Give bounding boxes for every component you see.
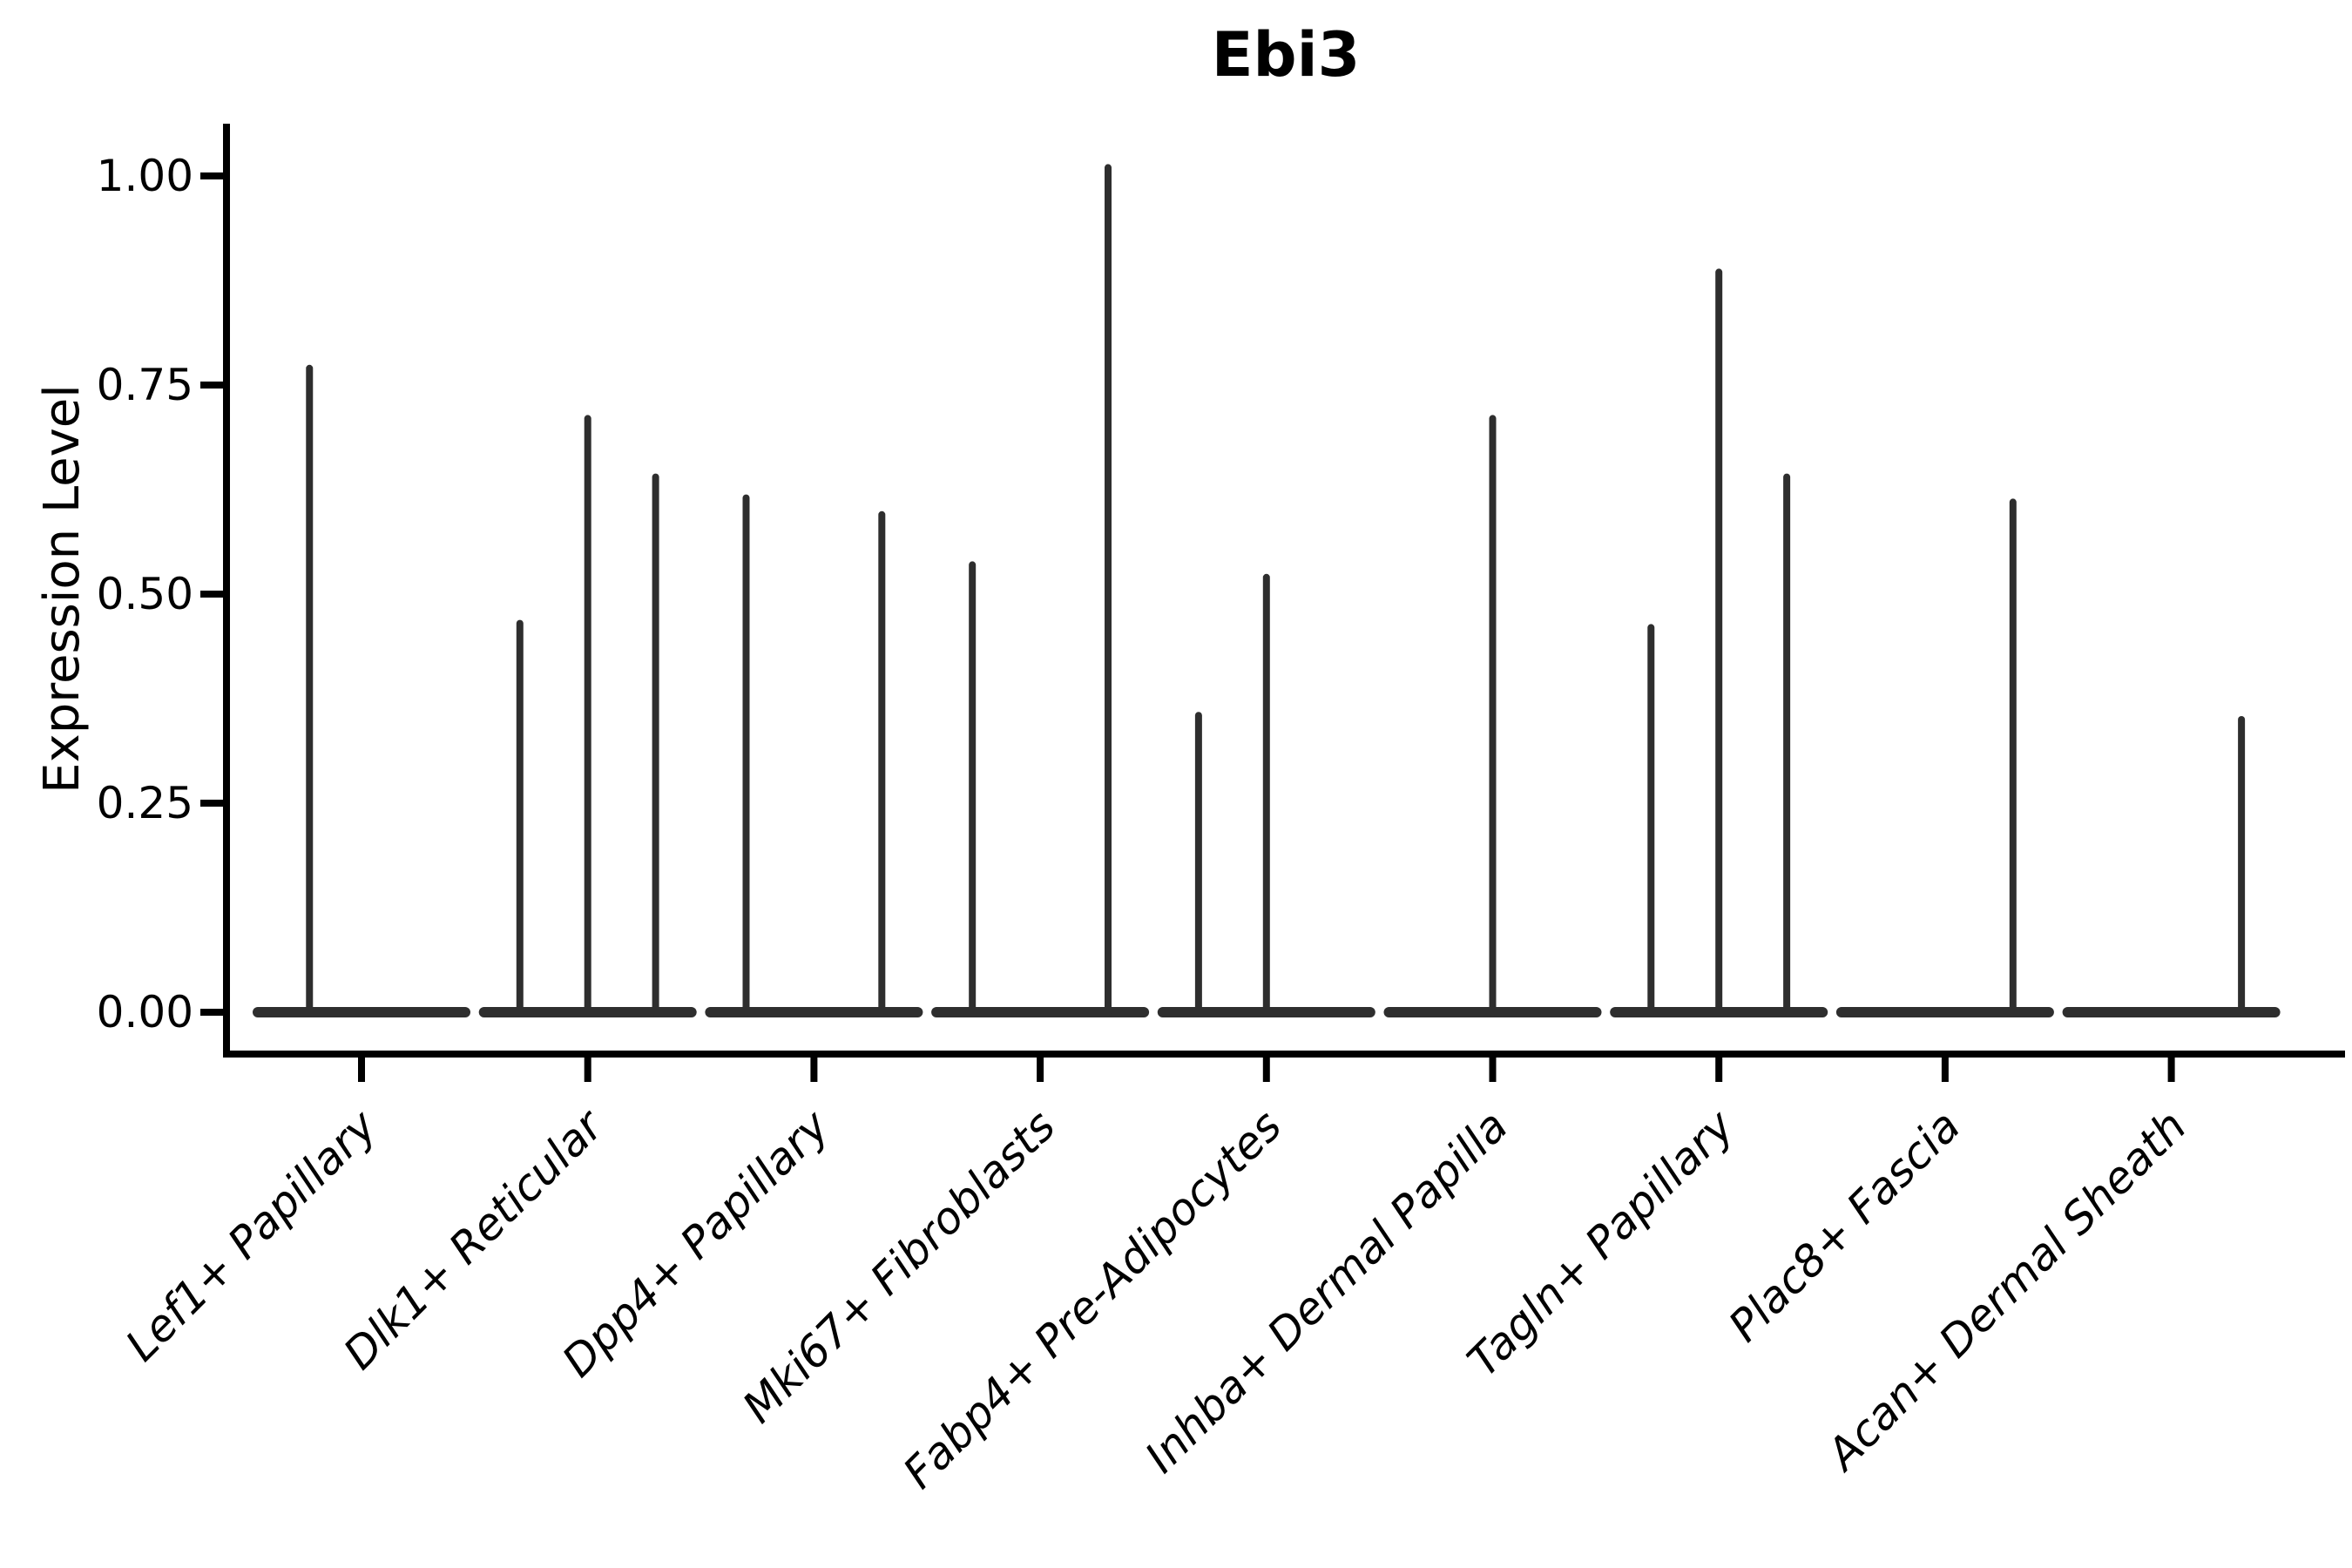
y-tick-label: 0.50 bbox=[97, 569, 193, 619]
y-tick-label: 0.75 bbox=[97, 360, 193, 410]
x-category-label: Plac8+ Fascia bbox=[1719, 1100, 1970, 1351]
y-tick-label: 0.25 bbox=[97, 778, 193, 828]
y-tick-label: 1.00 bbox=[97, 151, 193, 201]
x-category-label: Inhba+ Dermal Papilla bbox=[1136, 1100, 1517, 1482]
chart-title: Ebi3 bbox=[1211, 19, 1361, 91]
x-category-label: Acan+ Dermal Sheath bbox=[1815, 1100, 2196, 1481]
y-tick-label: 0.00 bbox=[97, 987, 193, 1037]
x-category-label: Fabp4+ Pre-Adipocytes bbox=[894, 1100, 1292, 1498]
